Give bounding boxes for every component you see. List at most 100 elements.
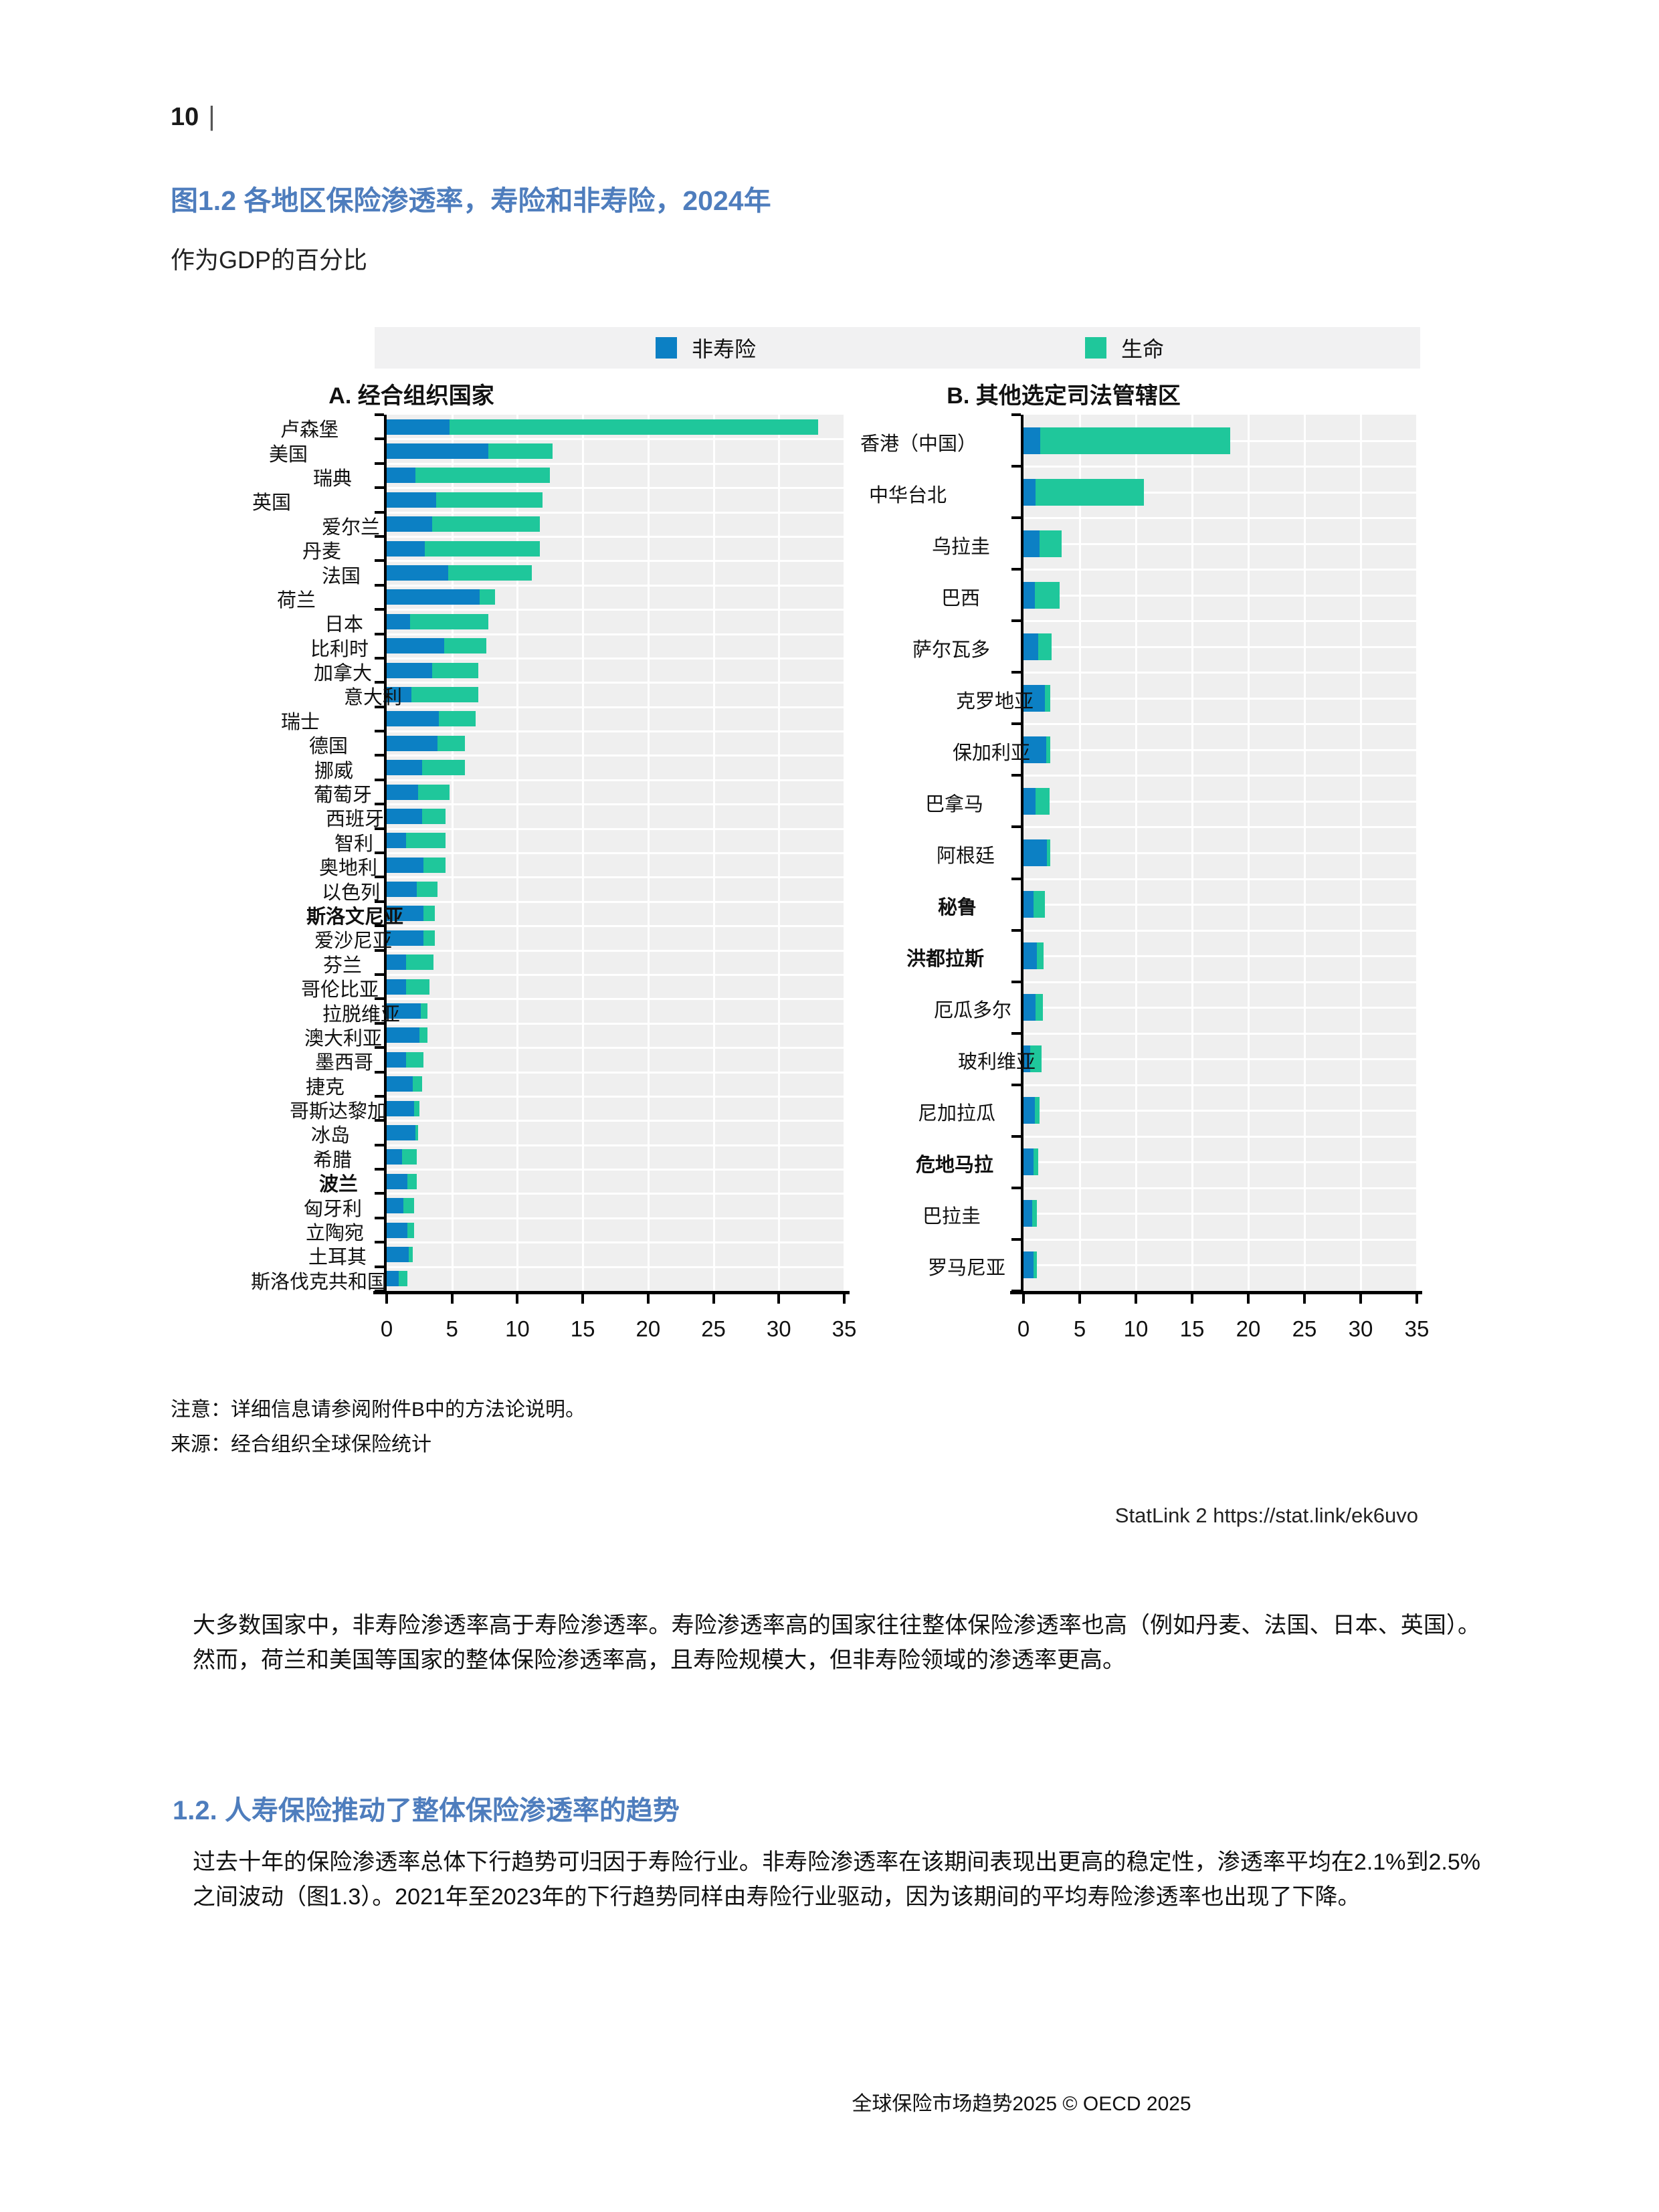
x-axis-tick <box>581 1294 585 1304</box>
life-swatch-icon <box>1085 337 1106 359</box>
y-axis-tick <box>375 1070 384 1074</box>
nonlife-bar-以色列 <box>387 882 417 898</box>
legend-entry-nonlife: 非寿险 <box>656 327 756 369</box>
y-axis-tick <box>375 1119 384 1122</box>
nonlife-bar-爱尔兰 <box>387 516 433 532</box>
nonlife-bar-斯洛伐克共和国 <box>387 1271 399 1287</box>
category-label-匈牙利: 匈牙利 <box>303 1198 362 1220</box>
nonlife-bar-斯洛文尼亚 <box>387 906 423 922</box>
nonlife-bar-卢森堡 <box>387 419 450 435</box>
vertical-gridline <box>1416 415 1418 1291</box>
x-axis-tick <box>1191 1294 1193 1304</box>
body-paragraph-2: 过去十年的保险渗透率总体下行趋势可归因于寿险行业。非寿险渗透率在该期间表现出更高… <box>193 1849 1480 1910</box>
nonlife-bar-葡萄牙 <box>387 784 418 800</box>
horizontal-gridline <box>1023 1032 1417 1035</box>
horizontal-gridline <box>387 1217 844 1219</box>
x-axis-tick-label: 20 <box>1236 1316 1261 1341</box>
y-axis-tick <box>375 1143 384 1146</box>
statlink[interactable]: StatLink 2 https://stat.link/ek6uvo <box>1114 1504 1418 1527</box>
vertical-gridline <box>844 415 846 1291</box>
y-axis-tick <box>375 608 384 611</box>
y-axis-tick <box>1011 1186 1021 1189</box>
horizontal-gridline <box>387 973 844 976</box>
category-label-拉脱维亚: 拉脱维亚 <box>322 1003 400 1025</box>
category-label-中华台北: 中华台北 <box>868 484 947 506</box>
horizontal-gridline <box>1023 491 1417 494</box>
page-footer: 全球保险市场趋势2025 © OECD 2025 <box>852 2093 1191 2115</box>
life-bar-荷兰 <box>479 589 496 605</box>
category-label-洪都拉斯: 洪都拉斯 <box>906 948 984 971</box>
life-bar-冰岛 <box>415 1124 418 1140</box>
category-label-卢森堡: 卢森堡 <box>280 419 338 441</box>
life-bar-匈牙利 <box>403 1198 415 1214</box>
horizontal-gridline <box>387 852 844 854</box>
y-axis-line <box>384 415 387 1291</box>
horizontal-gridline <box>387 876 844 879</box>
life-bar-秘鲁 <box>1034 891 1045 918</box>
y-axis-tick <box>375 413 384 416</box>
horizontal-gridline <box>387 949 844 952</box>
life-bar-法国 <box>448 565 532 581</box>
nonlife-bar-哥斯达黎加 <box>387 1100 415 1116</box>
horizontal-gridline <box>387 487 844 490</box>
category-label-荷兰: 荷兰 <box>276 589 316 611</box>
x-axis-tick-label: 20 <box>636 1316 661 1341</box>
y-axis-tick <box>375 754 384 757</box>
x-axis-tick <box>1135 1294 1137 1304</box>
x-axis-tick <box>450 1294 454 1304</box>
y-axis-tick <box>375 948 384 952</box>
x-axis-tick <box>777 1294 781 1304</box>
category-label-巴西: 巴西 <box>941 587 980 609</box>
horizontal-gridline <box>387 657 844 660</box>
nonlife-bar-匈牙利 <box>387 1198 404 1214</box>
horizontal-gridline <box>387 1022 844 1025</box>
life-bar-卢森堡 <box>449 419 818 435</box>
life-bar-巴拉圭 <box>1032 1200 1038 1227</box>
nonlife-bar-挪威 <box>387 760 422 776</box>
nonlife-bar-波兰 <box>387 1173 408 1189</box>
nonlife-bar-保加利亚 <box>1023 736 1046 763</box>
category-label-爱沙尼亚: 爱沙尼亚 <box>314 930 392 952</box>
y-axis-tick <box>1011 465 1021 468</box>
nonlife-bar-瑞士 <box>387 711 440 727</box>
life-bar-爱尔兰 <box>432 516 540 532</box>
horizontal-gridline <box>387 1120 844 1122</box>
horizontal-gridline <box>1023 466 1417 468</box>
category-label-瑞士: 瑞士 <box>280 711 320 733</box>
horizontal-gridline <box>387 1047 844 1049</box>
nonlife-bar-瑞典 <box>387 468 415 484</box>
horizontal-gridline <box>1023 981 1417 983</box>
y-axis-tick <box>375 778 384 781</box>
nonlife-bar-冰岛 <box>387 1124 415 1140</box>
y-axis-tick <box>1011 928 1021 932</box>
category-label-希腊: 希腊 <box>312 1149 352 1171</box>
life-bar-尼加拉瓜 <box>1034 1097 1040 1124</box>
y-axis-tick <box>375 1021 384 1025</box>
horizontal-gridline <box>387 462 844 465</box>
horizontal-gridline <box>387 900 844 903</box>
nonlife-bar-加拿大 <box>387 662 433 678</box>
y-axis-tick <box>375 486 384 490</box>
nonlife-bar-洪都拉斯 <box>1023 942 1038 970</box>
horizontal-gridline <box>1023 723 1417 726</box>
horizontal-gridline <box>1023 955 1417 958</box>
x-axis-tick-label: 30 <box>766 1316 791 1341</box>
y-axis-tick <box>375 1046 384 1049</box>
horizontal-gridline <box>387 1241 844 1244</box>
nonlife-bar-萨尔瓦多 <box>1023 633 1038 660</box>
legend-label-life: 生命 <box>1121 337 1165 361</box>
x-axis-tick-label: 30 <box>1348 1316 1373 1341</box>
x-axis-tick-label: 25 <box>701 1316 726 1341</box>
life-bar-巴西 <box>1034 581 1060 609</box>
y-axis-tick <box>375 632 384 635</box>
x-axis-tick-label: 5 <box>1073 1316 1086 1341</box>
x-axis-tick-label: 10 <box>1123 1316 1149 1341</box>
category-label-斯洛伐克共和国: 斯洛伐克共和国 <box>250 1271 387 1293</box>
life-bar-萨尔瓦多 <box>1038 633 1052 660</box>
horizontal-gridline <box>1023 1110 1417 1112</box>
life-bar-阿根廷 <box>1047 839 1051 866</box>
category-label-危地马拉: 危地马拉 <box>915 1154 993 1177</box>
x-axis-tick-label: 0 <box>1017 1316 1030 1341</box>
y-axis-tick <box>375 924 384 928</box>
life-bar-挪威 <box>421 760 466 776</box>
